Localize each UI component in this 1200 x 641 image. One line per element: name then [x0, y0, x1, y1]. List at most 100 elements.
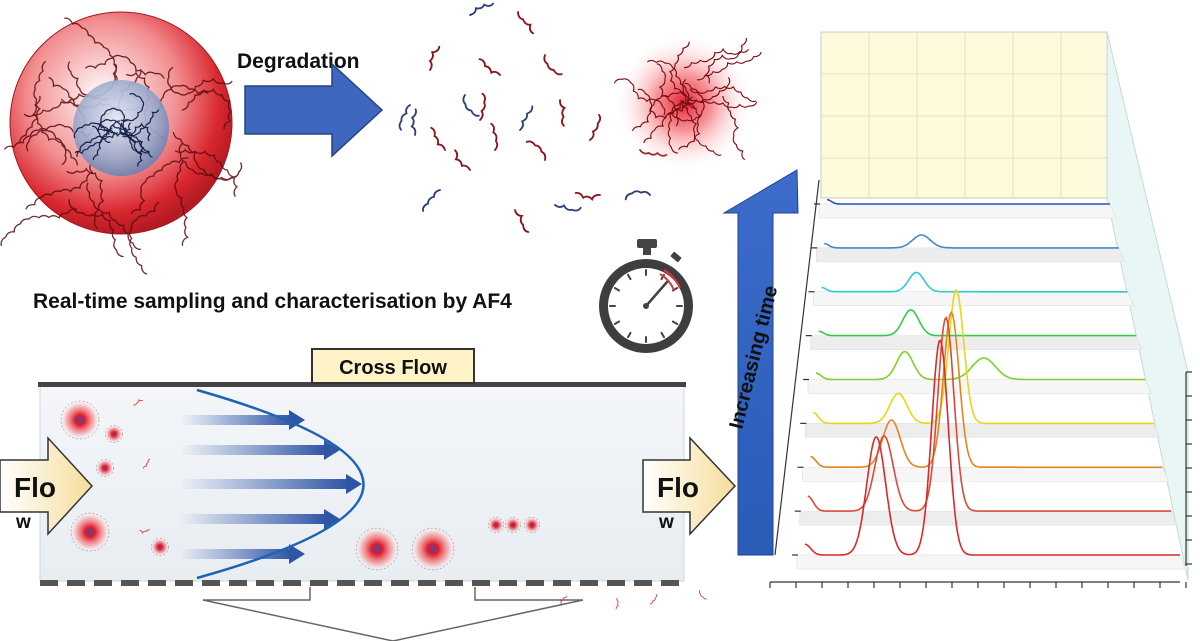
free-polymer — [559, 595, 568, 606]
stopwatch-tick — [627, 273, 632, 281]
flow-inlet-label-2: w — [15, 512, 31, 533]
nanoparticle-icon — [0, 11, 243, 275]
fragment — [422, 189, 441, 212]
sphere-chain — [174, 148, 238, 197]
polymer-fragments — [398, 2, 668, 233]
fragment — [430, 126, 446, 151]
sphere-chain — [174, 160, 189, 247]
fragment — [462, 94, 480, 117]
particle-shell — [105, 425, 123, 443]
particle-shell — [151, 538, 169, 556]
spectrum-line — [813, 288, 1154, 425]
degradation-arrow — [244, 62, 384, 158]
channel-particle — [524, 517, 540, 533]
sphere-chain — [32, 95, 79, 166]
floor-ribbon — [796, 554, 1187, 570]
coil-chain — [681, 101, 722, 156]
sphere-chain — [64, 17, 118, 85]
core-chain — [120, 93, 145, 122]
channel-particle — [105, 425, 123, 443]
coil-chain — [637, 88, 685, 119]
velocity-bar — [180, 445, 326, 455]
coil-chain — [722, 95, 746, 161]
core-chain — [100, 107, 126, 132]
y-axis — [774, 179, 820, 556]
free-polymer — [139, 529, 151, 535]
particle-shell — [505, 517, 521, 533]
sphere-chain — [130, 157, 189, 215]
velocity-arrowhead — [289, 410, 305, 430]
sphere-chain — [25, 162, 94, 210]
fragment — [589, 114, 602, 141]
velocity-arrowhead — [324, 440, 340, 460]
channel-particle — [96, 459, 114, 477]
stopwatch-tick — [613, 287, 621, 292]
channel-particle — [60, 400, 100, 440]
coil-chain — [696, 51, 762, 81]
fragment — [559, 99, 567, 127]
flow-outlet-label-2: w — [658, 512, 674, 533]
particle-shell — [96, 459, 114, 477]
cross-flow-label: Cross Flow — [339, 357, 447, 379]
floor-ribbon — [810, 335, 1143, 350]
increasing-time-arrow: Increasing time — [722, 169, 799, 556]
coil-chain — [646, 59, 690, 108]
velocity-arrowhead — [346, 474, 362, 494]
sphere-chain — [172, 131, 240, 181]
fragment — [428, 45, 441, 71]
fragment — [490, 122, 499, 151]
core-chain — [91, 122, 131, 138]
velocity-arrowhead — [324, 509, 340, 529]
core-chain — [122, 109, 160, 138]
particle-shell — [411, 527, 455, 571]
cross-flow-box: Cross Flow — [311, 348, 475, 384]
stopwatch-tick — [627, 331, 632, 339]
fragment — [519, 105, 534, 131]
sphere-chain — [181, 88, 232, 130]
spectrum-line — [826, 198, 1110, 205]
channel-particles — [60, 398, 707, 610]
flow-inlet-label-1: Flo — [14, 472, 56, 503]
coil-chain — [668, 41, 690, 102]
floor-ribbon — [799, 510, 1178, 526]
flow-outlet-label-1: Flo — [657, 472, 699, 503]
fragment — [543, 54, 563, 76]
fragment — [517, 11, 534, 35]
channel-particle — [151, 538, 169, 556]
coil-chain — [613, 78, 666, 116]
sphere-chain — [167, 66, 233, 96]
polymer-coil-icon — [613, 33, 762, 173]
channel-particle — [70, 512, 110, 552]
coil-chain — [689, 85, 757, 103]
coil-chain — [667, 101, 696, 154]
floor-ribbon — [815, 247, 1126, 263]
floor-ribbon — [813, 291, 1134, 307]
spectrum-line — [824, 234, 1119, 249]
flow-inlet-arrow: Flo w — [0, 436, 94, 536]
realtime-label: Real-time sampling and characterisation … — [33, 290, 512, 313]
fragment — [525, 140, 547, 161]
velocity-bar — [180, 479, 348, 489]
fragment — [454, 149, 471, 171]
velocity-bar — [180, 514, 326, 524]
coil-chain — [670, 82, 705, 122]
free-polymer — [142, 458, 151, 469]
core-chain — [74, 132, 118, 155]
free-polymer — [615, 597, 620, 610]
core-chain — [122, 118, 150, 154]
fragment — [398, 104, 411, 131]
channel-particle — [505, 517, 521, 533]
coil-chain — [683, 47, 749, 69]
sphere-chain — [19, 60, 47, 143]
coil-chain — [656, 63, 679, 127]
sphere-chain — [68, 199, 124, 258]
spectrum-line — [818, 309, 1137, 337]
free-polymer — [699, 589, 707, 600]
floor-ribbon — [818, 203, 1117, 219]
channel-particle — [355, 527, 399, 571]
core-chain — [111, 124, 144, 156]
core-chain — [73, 122, 115, 139]
free-polymer — [649, 593, 657, 605]
fragment — [479, 92, 486, 121]
